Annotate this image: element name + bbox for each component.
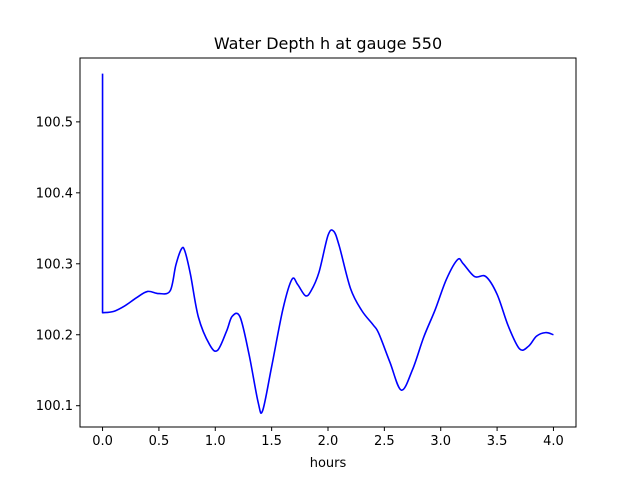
y-tick-label: 100.2 bbox=[36, 328, 73, 343]
series-line bbox=[101, 73, 554, 414]
x-tick-label: 2.0 bbox=[318, 434, 339, 449]
plot-area bbox=[101, 73, 554, 414]
x-tick-label: 3.5 bbox=[487, 434, 508, 449]
x-tick-label: 1.0 bbox=[205, 434, 226, 449]
x-tick-label: 0.0 bbox=[92, 434, 113, 449]
x-tick-label: 3.0 bbox=[430, 434, 451, 449]
y-tick-label: 100.1 bbox=[36, 399, 73, 414]
y-tick-label: 100.4 bbox=[36, 186, 73, 201]
y-axis-ticks: 100.1 100.2 100.3 100.4 100.5 bbox=[36, 115, 80, 414]
chart-title: Water Depth h at gauge 550 bbox=[214, 34, 442, 53]
x-tick-label: 4.0 bbox=[543, 434, 564, 449]
x-tick-label: 2.5 bbox=[374, 434, 395, 449]
x-tick-label: 0.5 bbox=[149, 434, 170, 449]
y-tick-label: 100.3 bbox=[36, 257, 73, 272]
plot-frame bbox=[79, 57, 577, 428]
x-axis-ticks: 0.0 0.5 1.0 1.5 2.0 2.5 3.0 3.5 4.0 bbox=[92, 427, 564, 449]
x-axis-label: hours bbox=[310, 456, 347, 471]
x-tick-label: 1.5 bbox=[261, 434, 282, 449]
y-tick-label: 100.5 bbox=[36, 115, 73, 130]
